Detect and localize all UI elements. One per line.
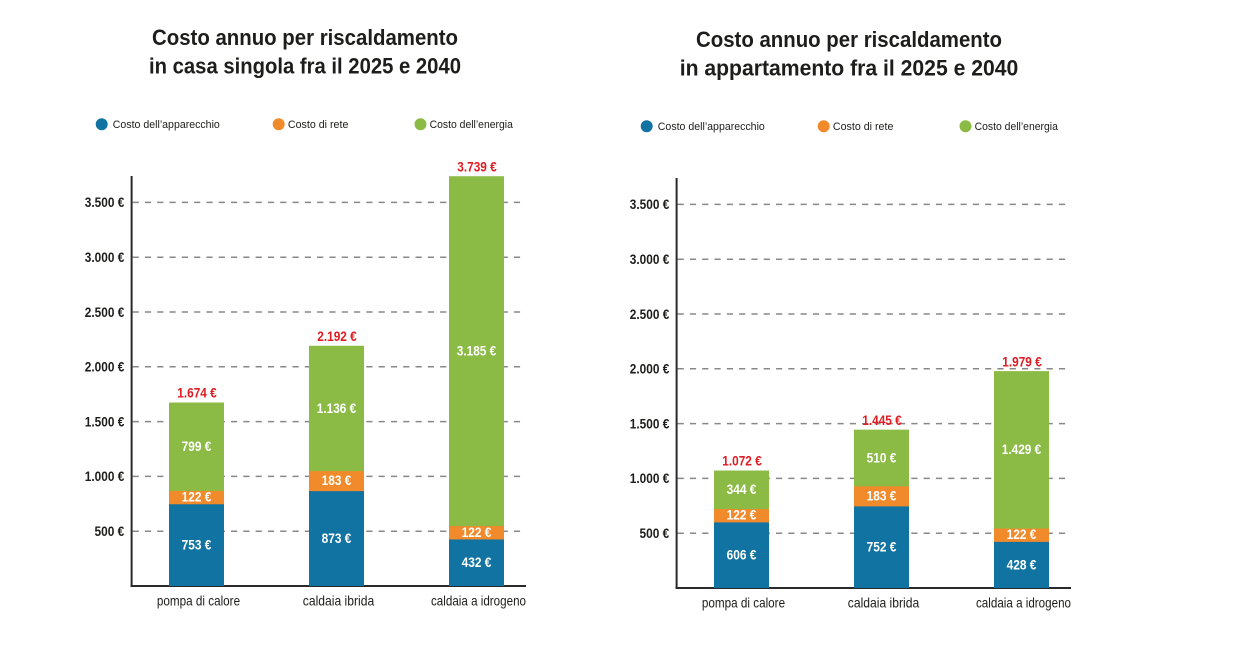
svg-text:Costo annuo per riscaldamento: Costo annuo per riscaldamento	[152, 25, 458, 50]
svg-text:122 €: 122 €	[462, 525, 492, 540]
svg-text:2.000 €: 2.000 €	[85, 360, 125, 375]
svg-text:1.674 €: 1.674 €	[177, 386, 217, 401]
svg-text:3.500 €: 3.500 €	[85, 195, 125, 210]
svg-text:1.000 €: 1.000 €	[85, 469, 125, 484]
svg-text:pompa di calore: pompa di calore	[157, 593, 240, 609]
svg-text:122 €: 122 €	[1007, 527, 1037, 542]
svg-text:2.500 €: 2.500 €	[630, 307, 670, 322]
svg-text:344 €: 344 €	[727, 482, 757, 497]
svg-text:caldaia a idrogeno: caldaia a idrogeno	[976, 595, 1071, 611]
svg-text:in appartamento fra il 2025 e: in appartamento fra il 2025 e 2040	[680, 56, 1019, 81]
svg-text:pompa di calore: pompa di calore	[702, 595, 785, 611]
svg-text:Costo dell’energia: Costo dell’energia	[975, 121, 1058, 133]
svg-text:606 €: 606 €	[727, 548, 757, 563]
svg-text:1.500 €: 1.500 €	[85, 414, 125, 429]
svg-text:1.500 €: 1.500 €	[630, 416, 670, 431]
svg-text:3.185 €: 3.185 €	[457, 344, 497, 359]
svg-text:1.000 €: 1.000 €	[630, 471, 670, 486]
svg-text:1.072 €: 1.072 €	[722, 454, 762, 469]
svg-text:2.192 €: 2.192 €	[317, 329, 357, 344]
svg-text:1.136 €: 1.136 €	[317, 401, 357, 416]
svg-text:510 €: 510 €	[867, 450, 897, 465]
svg-text:Costo annuo per riscaldamento: Costo annuo per riscaldamento	[696, 27, 1002, 52]
svg-text:753 €: 753 €	[182, 538, 212, 553]
svg-text:432 €: 432 €	[462, 555, 492, 570]
svg-text:500 €: 500 €	[640, 526, 670, 541]
svg-text:2.000 €: 2.000 €	[630, 362, 670, 377]
svg-text:3.000 €: 3.000 €	[630, 252, 670, 267]
svg-text:in casa singola fra il 2025 e: in casa singola fra il 2025 e 2040	[149, 54, 461, 79]
svg-text:caldaia ibrida: caldaia ibrida	[303, 593, 375, 609]
svg-text:799 €: 799 €	[182, 439, 212, 454]
svg-text:500 €: 500 €	[95, 524, 125, 539]
svg-text:Costo dell’apparecchio: Costo dell’apparecchio	[658, 121, 765, 133]
svg-text:Costo di rete: Costo di rete	[833, 121, 894, 133]
svg-text:873 €: 873 €	[322, 531, 352, 546]
svg-text:3.000 €: 3.000 €	[85, 250, 125, 265]
svg-text:1.445 €: 1.445 €	[862, 413, 902, 428]
svg-text:1.979 €: 1.979 €	[1002, 354, 1042, 369]
svg-text:3.739 €: 3.739 €	[457, 159, 497, 174]
svg-text:Costo di rete: Costo di rete	[288, 119, 349, 131]
svg-text:caldaia a idrogeno: caldaia a idrogeno	[431, 593, 526, 609]
svg-text:2.500 €: 2.500 €	[85, 305, 125, 320]
svg-text:Costo dell’apparecchio: Costo dell’apparecchio	[113, 119, 220, 131]
svg-text:Costo dell’energia: Costo dell’energia	[430, 119, 513, 131]
svg-text:752 €: 752 €	[867, 540, 897, 555]
svg-text:caldaia ibrida: caldaia ibrida	[848, 595, 920, 611]
svg-text:428 €: 428 €	[1007, 557, 1037, 572]
svg-text:122 €: 122 €	[182, 490, 212, 505]
svg-text:1.429 €: 1.429 €	[1002, 442, 1042, 457]
svg-text:183 €: 183 €	[322, 473, 352, 488]
svg-text:3.500 €: 3.500 €	[630, 197, 670, 212]
svg-text:183 €: 183 €	[867, 488, 897, 503]
svg-text:122 €: 122 €	[727, 508, 757, 523]
